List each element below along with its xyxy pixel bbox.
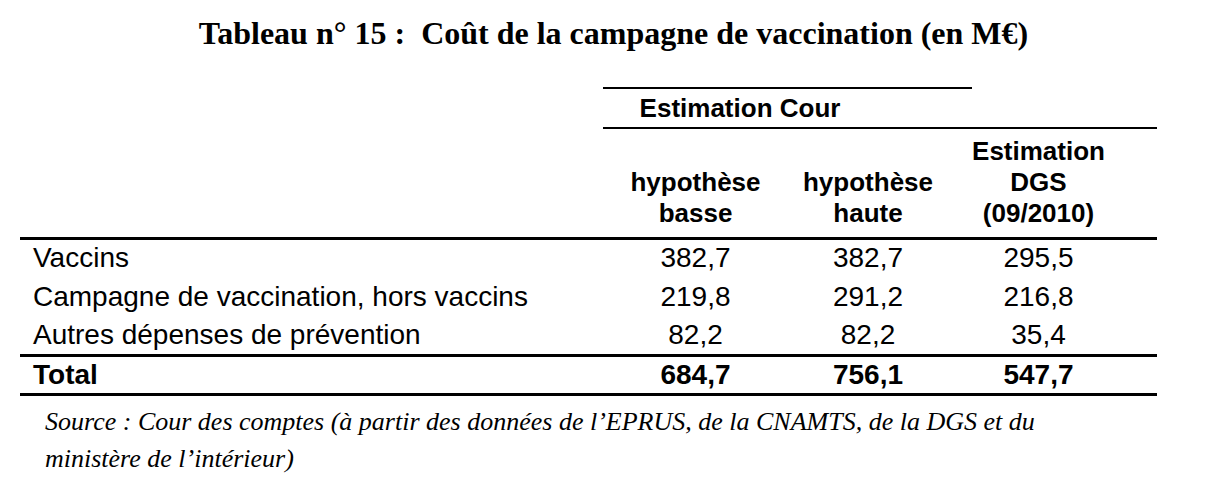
vaccination-cost-table: Estimation Cour hypothèse basse hypothès… [20,87,1157,396]
value-vaccins-dgs: 295,5 [972,238,1157,277]
value-vaccins-haute: 382,7 [788,238,972,277]
table-title: Tableau n° 15 : Coût de la campagne de v… [0,0,1227,53]
table-row-autres-depenses: Autres dépenses de prévention 82,2 82,2 … [20,316,1157,355]
value-campagne-dgs: 216,8 [972,277,1157,316]
value-campagne-basse: 219,8 [603,277,788,316]
value-autres-basse: 82,2 [603,316,788,355]
column-header-row: hypothèse basse hypothèse haute Estimati… [20,128,1157,238]
blank-corner-cell [20,88,603,128]
row-label-total: Total [20,355,603,394]
row-label-autres-depenses: Autres dépenses de prévention [20,316,603,355]
value-autres-haute: 82,2 [788,316,972,355]
group-header-row: Estimation Cour [20,88,1157,128]
value-campagne-haute: 291,2 [788,277,972,316]
value-autres-dgs: 35,4 [972,316,1157,355]
blank-label-header-cell [20,128,603,238]
blank-header-cell [972,88,1157,128]
value-vaccins-basse: 382,7 [603,238,788,277]
row-label-campagne: Campagne de vaccination, hors vaccins [20,277,603,316]
column-header-hypothese-haute: hypothèse haute [788,128,972,238]
source-note: Source : Cour des comptes (à partir des … [45,403,1227,477]
table-row-vaccins: Vaccins 382,7 382,7 295,5 [20,238,1157,277]
source-note-line-1: Source : Cour des comptes (à partir des … [45,403,1227,440]
table-row-campagne: Campagne de vaccination, hors vaccins 21… [20,277,1157,316]
table-row-total: Total 684,7 756,1 547,7 [20,355,1157,394]
document-page: Tableau n° 15 : Coût de la campagne de v… [0,0,1227,479]
value-total-dgs: 547,7 [972,355,1157,394]
group-header-estimation-cour: Estimation Cour [603,88,972,128]
column-header-hypothese-basse: hypothèse basse [603,128,788,238]
source-note-line-2: ministère de l’intérieur) [45,440,1227,477]
value-total-haute: 756,1 [788,355,972,394]
column-header-estimation-dgs: Estimation DGS (09/2010) [972,128,1157,238]
value-total-basse: 684,7 [603,355,788,394]
row-label-vaccins: Vaccins [20,238,603,277]
